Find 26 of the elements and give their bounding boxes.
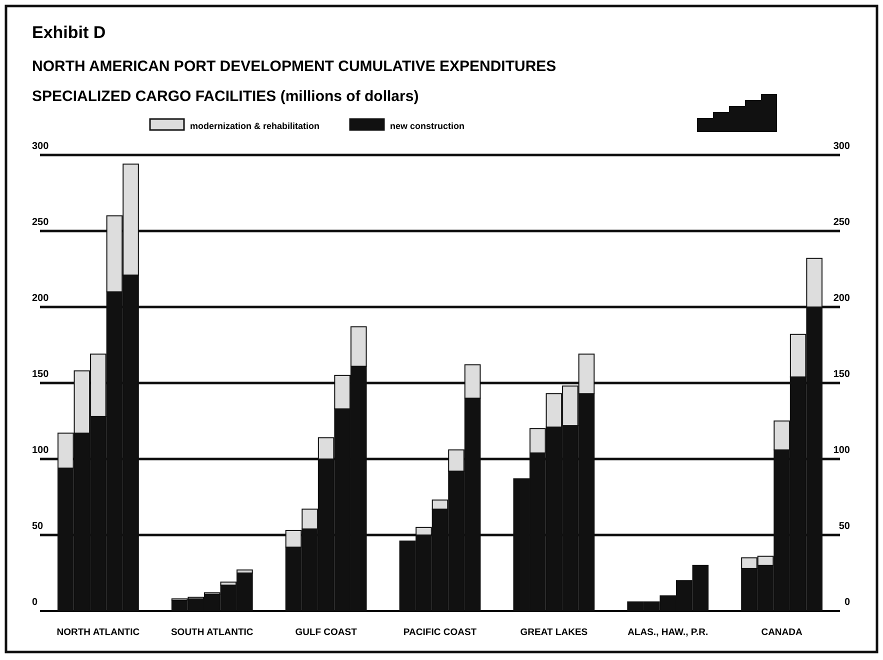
chart-title: NORTH AMERICAN PORT DEVELOPMENT CUMULATIVE EXPENDITURES bbox=[32, 58, 556, 75]
y2-tick-label: 150 bbox=[833, 369, 850, 380]
y2-tick-label: 250 bbox=[833, 217, 850, 228]
y-tick-label: 150 bbox=[32, 369, 50, 380]
y-tick-label: 300 bbox=[32, 141, 50, 152]
legend-label: modernization & rehabilitation bbox=[190, 121, 320, 131]
chart-subtitle: SPECIALIZED CARGO FACILITIES (millions of dollars) bbox=[32, 88, 419, 105]
legend-label: new construction bbox=[390, 121, 465, 131]
y-tick-label: 0 bbox=[32, 597, 38, 608]
y-tick-label: 50 bbox=[32, 521, 44, 532]
y-tick-label: 250 bbox=[32, 217, 50, 228]
y2-tick-label: 200 bbox=[833, 293, 850, 304]
y2-tick-label: 100 bbox=[833, 445, 850, 456]
x-tick-label: GULF COAST bbox=[295, 627, 358, 638]
x-tick-label: NORTH ATLANTIC bbox=[56, 627, 140, 638]
y2-tick-label: 50 bbox=[838, 521, 850, 532]
y-tick-label: 200 bbox=[32, 293, 50, 304]
text: Exhibit D bbox=[32, 23, 106, 42]
y-tick-label: 100 bbox=[32, 445, 50, 456]
x-tick-label: ALAS., HAW., P.R. bbox=[628, 627, 708, 638]
x-tick-label: GREAT LAKES bbox=[520, 627, 588, 638]
y2-tick-label: 300 bbox=[833, 141, 850, 152]
x-tick-label: SOUTH ATLANTIC bbox=[170, 627, 254, 638]
y2-tick-label: 0 bbox=[844, 597, 850, 608]
x-tick-label: PACIFIC COAST bbox=[403, 627, 477, 638]
x-tick-label: CANADA bbox=[761, 627, 803, 638]
